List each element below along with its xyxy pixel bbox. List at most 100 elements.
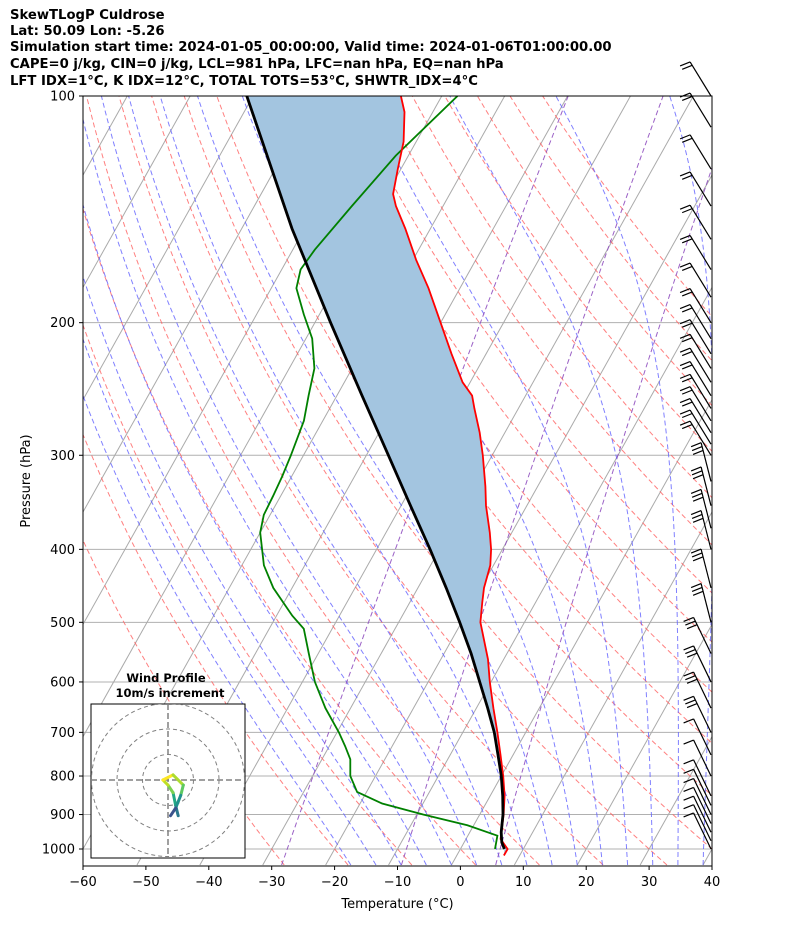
wind-barb-flag [681,238,693,244]
wind-barb-flag [683,786,694,793]
wind-barb-flag [683,739,694,745]
moist-adiabat [159,96,528,866]
wind-barb-flag [679,360,691,367]
wind-barb-staff [689,204,712,240]
dry-adiabat [542,96,712,318]
hodograph-subtitle: 10m/s increment [116,686,225,700]
x-tick-label: 30 [641,875,658,890]
wind-barb-flag [691,513,703,520]
wind-barb-flag [686,652,698,658]
chart-title: SkewTLogP Culdrose [10,8,165,23]
wind-barb-flag [683,812,694,818]
moist-adiabat [83,337,377,866]
wind-barb-flag [683,645,694,651]
wind-barb [690,488,712,529]
temperature-line [392,96,509,856]
wind-barb-flag [679,204,691,210]
wind-barb-staff [689,347,712,383]
wind-barb-staff [693,718,712,756]
wind-barb [679,262,712,298]
x-axis-label: Temperature (°C) [340,897,453,912]
wind-barb-flag [679,234,691,240]
y-tick-label: 300 [50,449,75,464]
wind-barb-staff [689,409,712,445]
wind-barb-flag [692,496,704,502]
wind-barb-flag [692,590,704,596]
hodograph-segment [174,793,183,810]
wind-barb-staff [689,304,712,339]
isotherm [83,96,254,401]
isotherm [513,511,712,866]
x-tick-label: 20 [578,875,595,890]
wind-barb-staff [693,804,712,841]
wind-barb-flag [683,795,694,801]
hodograph-segment [171,791,178,807]
wind-barb-flag [685,620,696,626]
wind-barb [690,510,712,550]
wind-barb [683,795,712,833]
grid-layer [83,96,712,866]
wind-barb-staff [689,61,712,97]
isotherm [639,735,712,866]
wind-barb [683,812,712,850]
wind-barb [683,718,712,756]
x-tick-label: 40 [704,875,721,890]
wind-barb-flag [679,262,691,268]
isotherm [451,398,712,866]
wind-barb-staff [689,420,712,456]
hodograph-title: Wind Profile [126,671,206,685]
wind-barb-staff [700,442,712,482]
isotherm [325,174,712,866]
isotherm [83,96,191,289]
wind-barb-flag [679,319,691,325]
stability-indices: CAPE=0 j/kg, CIN=0 j/kg, LCL=981 hPa, LF… [10,57,504,72]
wind-barb-flag [681,412,693,419]
hodograph-segment [169,806,178,818]
wind-barb [683,739,712,777]
wind-barb-staff [693,671,712,709]
location-text: Lat: 50.09 Lon: -5.26 [10,24,165,39]
x-tick-label: 10 [515,875,532,890]
wind-barb-staff [700,489,712,529]
wind-barb-flag [681,137,693,143]
wind-barb-flag [681,291,693,297]
wind-barb-flag [679,333,691,339]
wind-barb-flag [681,208,693,214]
wind-barb-flag [679,347,691,353]
wind-barb-flag [692,517,704,523]
wind-barb-flag [691,552,703,558]
wind-barb [690,548,712,589]
wind-barb-flag [690,583,702,589]
wind-barb-flag [681,351,693,357]
wind-barb-flag [690,548,702,554]
wind-barb-flag [691,470,703,476]
wind-barb-flag [681,401,693,407]
wind-barb-flag [686,678,698,684]
hodograph-segment [179,783,185,797]
wind-barb-flag [685,648,696,655]
hodograph-segment [166,783,175,795]
wind-barb [683,616,712,654]
wind-barb-flag [683,671,694,677]
x-tick-label: −20 [321,875,348,890]
wind-barb [690,442,712,482]
dry-adiabat [86,96,540,866]
wind-barb-flag [691,586,703,593]
y-tick-label: 900 [50,808,75,823]
wind-barb [679,319,712,355]
wind-barb-staff [700,510,712,550]
wind-barb-staff [693,769,712,806]
y-tick-label: 500 [50,616,75,631]
dry-adiabat [83,433,349,866]
x-tick-label: 0 [456,875,464,890]
parcel-line [245,96,506,850]
wind-barb-staff [693,739,712,777]
wind-barb-flag [681,337,693,343]
y-tick-label: 800 [50,770,75,785]
moist-adiabat [128,96,503,866]
wind-barb-staff [689,374,712,409]
wind-barb-staff [689,171,712,207]
y-tick-label: 100 [50,90,75,105]
wind-barb-flag [690,488,702,495]
wind-barb-staff [693,795,712,833]
